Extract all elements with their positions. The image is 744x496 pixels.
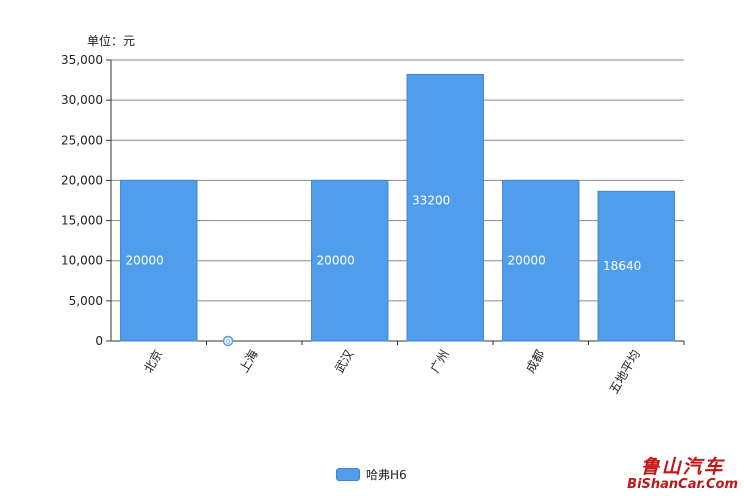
data-label: 20000: [126, 254, 164, 268]
legend-swatch: [336, 468, 360, 481]
y-tick-label: 20,000: [61, 173, 103, 187]
y-tick-label: 0: [95, 334, 103, 348]
legend-label: 哈弗H6: [366, 468, 407, 482]
data-label: 20000: [317, 254, 355, 268]
watermark-cn: 鲁山汽车: [640, 456, 725, 479]
y-tick-label: 5,000: [69, 294, 103, 308]
watermark-logo: 鲁山汽车 BiShanCar.Com: [627, 456, 738, 493]
y-tick-label: 10,000: [61, 254, 103, 268]
y-tick-label: 30,000: [61, 93, 103, 107]
x-tick-label: 五地平均: [607, 348, 643, 397]
x-tick-label: 广州: [428, 348, 452, 376]
zero-marker: [222, 335, 234, 347]
watermark-en: BiShanCar.Com: [627, 477, 738, 493]
data-label: 33200: [412, 194, 450, 208]
x-tick-label: 上海: [236, 347, 261, 375]
y-tick-label: 25,000: [61, 133, 103, 147]
bar-1: [120, 179, 198, 342]
bar-5: [502, 179, 580, 342]
data-label: 0: [226, 338, 230, 346]
y-tick-label: 15,000: [61, 214, 103, 228]
bar-4: [406, 73, 484, 342]
unit-label: 单位：元: [87, 34, 136, 48]
y-tick-label: 35,000: [61, 53, 103, 67]
x-tick-label: 武汉: [332, 348, 356, 376]
legend[interactable]: 哈弗H6: [336, 466, 407, 483]
data-label: 18640: [603, 259, 641, 273]
bar-6: [597, 190, 675, 342]
bar-3: [311, 179, 389, 342]
data-label: 20000: [508, 254, 546, 268]
x-tick-label: 北京: [141, 348, 165, 376]
x-tick-label: 成都: [523, 348, 547, 376]
